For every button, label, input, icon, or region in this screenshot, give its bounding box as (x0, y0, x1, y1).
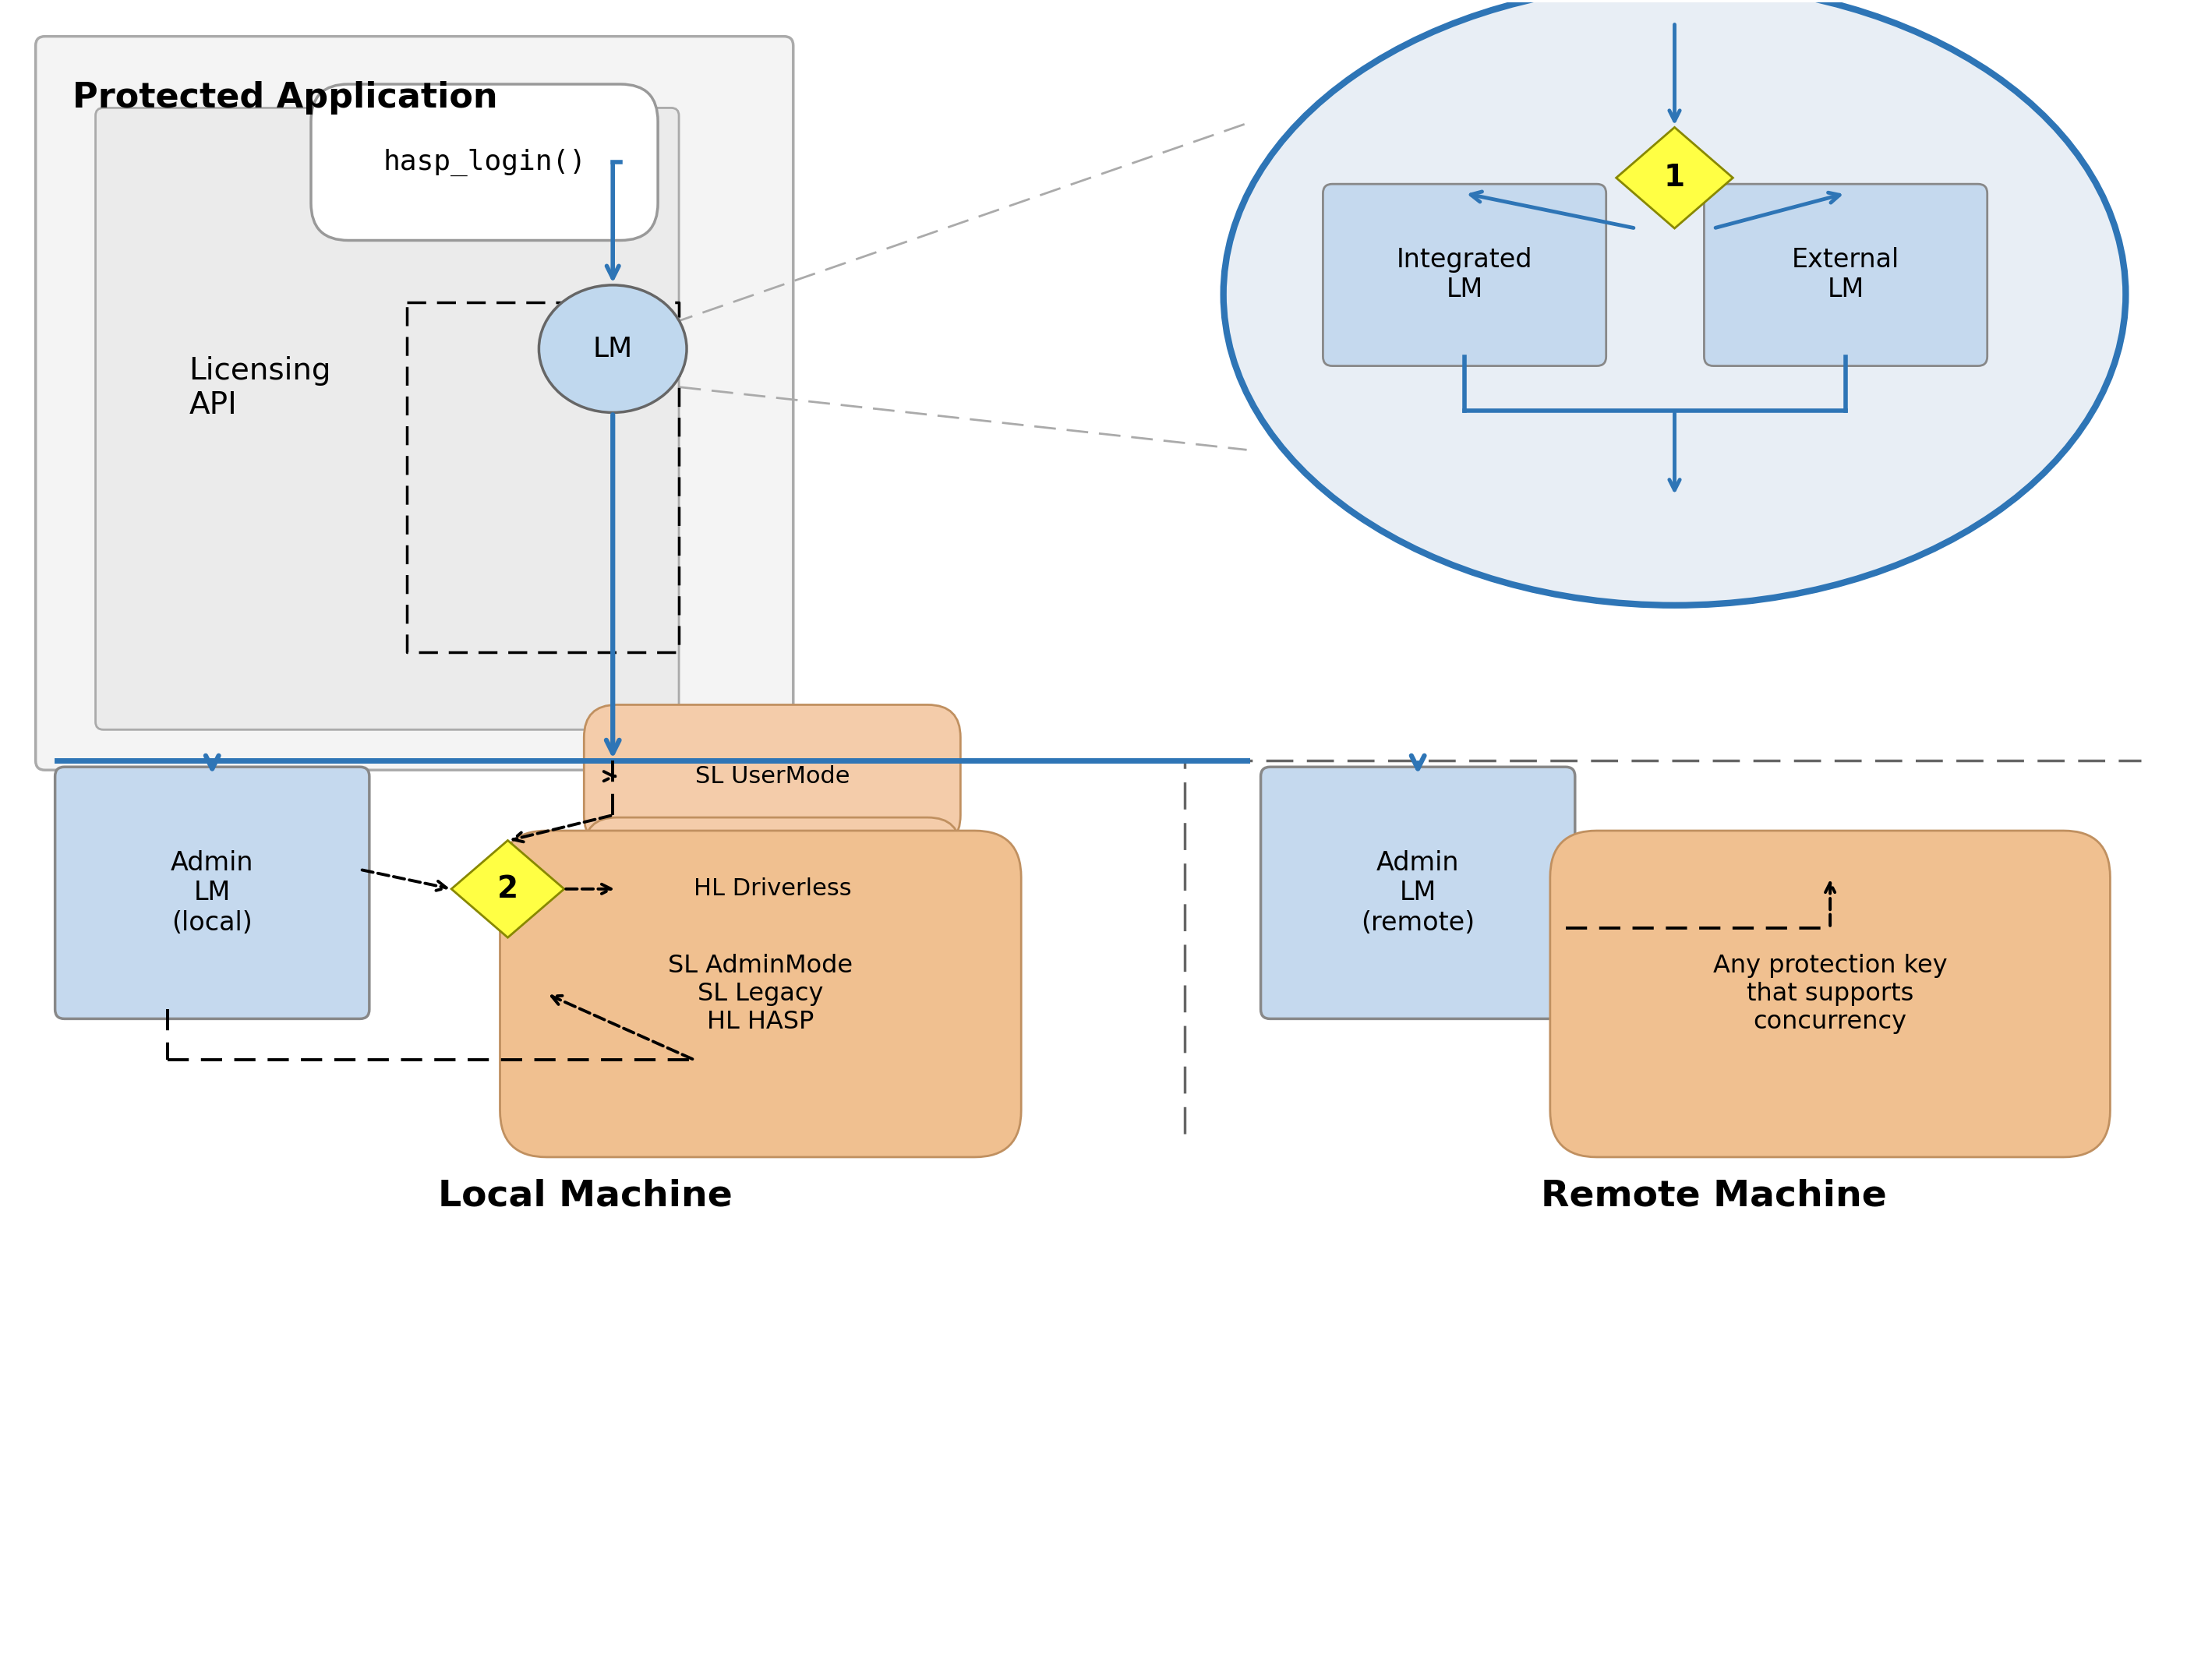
Polygon shape (1616, 128, 1732, 228)
Text: SL AdminMode
SL Legacy
HL HASP: SL AdminMode SL Legacy HL HASP (669, 954, 853, 1033)
FancyBboxPatch shape (1551, 830, 2110, 1158)
FancyBboxPatch shape (1260, 768, 1575, 1018)
Text: Protected Application: Protected Application (72, 81, 496, 114)
Text: LM: LM (593, 336, 632, 363)
Text: Licensing
API: Licensing API (188, 356, 330, 420)
FancyBboxPatch shape (1704, 185, 1988, 366)
Text: hasp_login(): hasp_login() (383, 148, 586, 176)
FancyBboxPatch shape (35, 37, 794, 769)
Text: Admin
LM
(local): Admin LM (local) (171, 850, 254, 936)
Text: 2: 2 (496, 874, 518, 904)
FancyBboxPatch shape (311, 84, 658, 240)
Text: External
LM: External LM (1791, 247, 1901, 302)
FancyBboxPatch shape (584, 818, 960, 961)
Polygon shape (451, 840, 564, 937)
FancyBboxPatch shape (96, 108, 678, 729)
Text: Remote Machine: Remote Machine (1540, 1178, 1887, 1213)
Ellipse shape (1223, 0, 2126, 605)
FancyBboxPatch shape (1323, 185, 1605, 366)
Text: Any protection key
that supports
concurrency: Any protection key that supports concurr… (1712, 954, 1946, 1033)
Ellipse shape (538, 286, 687, 413)
FancyBboxPatch shape (501, 830, 1021, 1158)
Text: Local Machine: Local Machine (437, 1178, 733, 1213)
Text: HL Driverless: HL Driverless (693, 877, 851, 900)
FancyBboxPatch shape (584, 706, 960, 848)
Text: Integrated
LM: Integrated LM (1397, 247, 1533, 302)
Text: SL UserMode: SL UserMode (695, 764, 849, 788)
Text: Admin
LM
(remote): Admin LM (remote) (1360, 850, 1474, 936)
Text: 1: 1 (1664, 163, 1686, 193)
FancyBboxPatch shape (55, 768, 370, 1018)
